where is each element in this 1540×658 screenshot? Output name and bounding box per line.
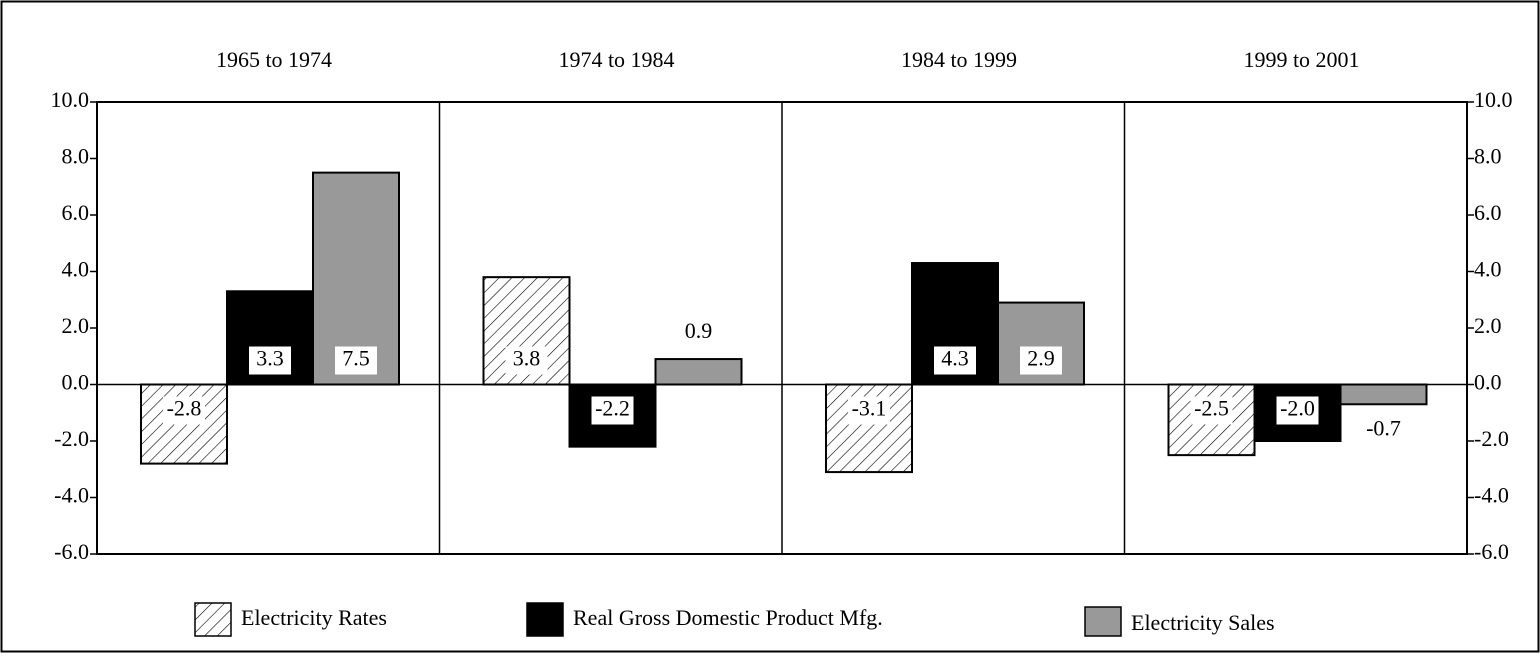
period-label: 1999 to 2001 <box>1243 47 1359 72</box>
y2-tick-label: 2.0 <box>1474 313 1502 338</box>
value-label: 7.5 <box>342 346 370 371</box>
y2-tick-label: 10.0 <box>1474 87 1513 112</box>
y-tick-label: -2.0 <box>54 426 89 451</box>
value-label-box <box>591 396 634 425</box>
legend-label: Electricity Sales <box>1131 610 1275 635</box>
y-tick-label: -6.0 <box>54 539 89 564</box>
y2-tick-label: 0.0 <box>1474 370 1502 395</box>
value-label: 3.8 <box>513 346 541 371</box>
legend-label: Real Gross Domestic Product Mfg. <box>573 605 883 630</box>
value-label-box <box>848 396 890 425</box>
value-label-box <box>1020 346 1062 375</box>
value-label-box <box>1276 396 1319 425</box>
y-tick-label: 8.0 <box>62 144 90 169</box>
value-label: -2.5 <box>1194 396 1229 421</box>
value-label-box <box>249 346 291 375</box>
value-label: -3.1 <box>852 396 887 421</box>
value-label: 2.9 <box>1027 346 1055 371</box>
value-label-box <box>163 396 205 425</box>
value-label: 4.3 <box>941 346 969 371</box>
bar <box>1339 383 1428 406</box>
legend-swatch <box>194 602 232 637</box>
y-tick-label: 4.0 <box>62 257 90 282</box>
value-label: 0.9 <box>685 318 713 343</box>
value-label-box <box>1190 396 1233 425</box>
legend-swatch <box>526 602 564 637</box>
value-label: 3.3 <box>256 346 284 371</box>
y2-tick-label: 8.0 <box>1474 144 1502 169</box>
value-label-box <box>934 346 976 375</box>
value-label: -2.2 <box>595 396 630 421</box>
y2-tick-label: 4.0 <box>1474 257 1502 282</box>
y2-tick-label: -4.0 <box>1474 483 1509 508</box>
y-tick-label: 0.0 <box>62 370 90 395</box>
y-tick-label: 6.0 <box>62 200 90 225</box>
bar <box>654 358 743 386</box>
y-tick-label: 10.0 <box>51 87 90 112</box>
period-label: 1965 to 1974 <box>216 47 332 72</box>
period-label: 1974 to 1984 <box>558 47 674 72</box>
y2-tick-label: -6.0 <box>1474 539 1509 564</box>
value-label-box <box>505 346 548 375</box>
value-label: -0.7 <box>1366 415 1401 440</box>
legend-swatch <box>1084 606 1122 637</box>
y-tick-label: 2.0 <box>62 313 90 338</box>
y2-tick-label: 6.0 <box>1474 200 1502 225</box>
y-tick-label: -4.0 <box>54 483 89 508</box>
value-label-box <box>335 346 377 375</box>
value-label: -2.0 <box>1280 396 1315 421</box>
y2-tick-label: -2.0 <box>1474 426 1509 451</box>
value-label: -2.8 <box>167 396 202 421</box>
period-label: 1984 to 1999 <box>901 47 1017 72</box>
legend-label: Electricity Rates <box>241 605 387 630</box>
